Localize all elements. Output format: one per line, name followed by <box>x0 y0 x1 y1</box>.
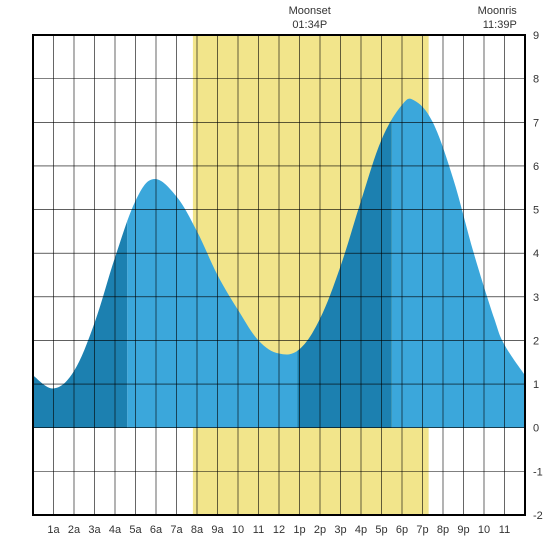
moon-event-title: Moonris <box>478 5 518 17</box>
y-tick-label: 8 <box>533 74 539 86</box>
x-tick-label: 8a <box>191 524 204 536</box>
y-tick-label: -2 <box>533 510 543 522</box>
x-tick-label: 11 <box>499 524 510 536</box>
x-tick-label: 2a <box>68 524 81 536</box>
y-tick-label: 4 <box>533 248 539 260</box>
tide-chart: -2-101234567891a2a3a4a5a6a7a8a9a1011121p… <box>0 0 550 550</box>
x-tick-label: 8p <box>437 524 449 536</box>
x-tick-label: 9a <box>211 524 224 536</box>
x-tick-label: 2p <box>314 524 326 536</box>
y-tick-label: -1 <box>533 466 543 478</box>
y-tick-label: 5 <box>533 205 539 217</box>
y-tick-label: 6 <box>533 161 539 173</box>
y-tick-label: 0 <box>533 423 539 435</box>
y-tick-label: 1 <box>533 379 539 391</box>
moon-event-time: 01:34P <box>292 19 327 31</box>
x-tick-label: 3p <box>334 524 346 536</box>
y-tick-label: 2 <box>533 335 539 347</box>
x-tick-label: 4p <box>355 524 367 536</box>
x-tick-label: 10 <box>232 524 244 536</box>
x-tick-label: 7p <box>416 524 428 536</box>
x-tick-label: 3a <box>88 524 101 536</box>
x-tick-label: 10 <box>478 524 490 536</box>
x-tick-label: 1a <box>47 524 60 536</box>
moon-event-title: Moonset <box>289 5 331 17</box>
x-tick-label: 1p <box>293 524 305 536</box>
moon-event-time: 11:39P <box>483 19 517 31</box>
y-tick-label: 9 <box>533 30 539 42</box>
x-tick-label: 4a <box>109 524 122 536</box>
y-tick-label: 3 <box>533 292 539 304</box>
x-tick-label: 6a <box>150 524 163 536</box>
x-tick-label: 11 <box>253 524 264 536</box>
x-tick-label: 5a <box>129 524 142 536</box>
x-tick-label: 6p <box>396 524 408 536</box>
x-tick-label: 5p <box>375 524 387 536</box>
y-tick-label: 7 <box>533 117 539 129</box>
x-tick-label: 9p <box>457 524 469 536</box>
x-tick-label: 7a <box>170 524 183 536</box>
x-tick-label: 12 <box>273 524 285 536</box>
